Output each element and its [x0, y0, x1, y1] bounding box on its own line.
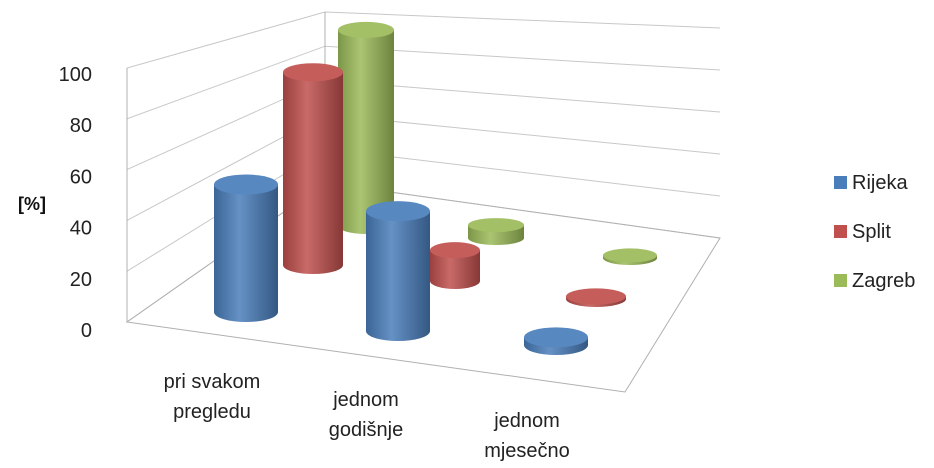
bar-rijeka-0 [214, 174, 278, 322]
bar-split-1 [430, 242, 480, 289]
category-label-line: godišnje [329, 419, 404, 441]
x-axis-categories: pri svakom pregledu jednom godišnje jednom mj… [164, 371, 570, 462]
legend-swatch [834, 225, 847, 238]
bar-rijeka-1 [366, 201, 430, 341]
gridline [126, 11, 721, 69]
bar-top [524, 327, 588, 348]
bar-top [338, 21, 394, 38]
chart-bars [214, 21, 657, 355]
category-label-line: jednom [332, 389, 399, 411]
bar-body [430, 250, 480, 289]
bar-body [366, 211, 430, 341]
y-tick-label: 20 [70, 269, 92, 291]
legend-label: Rijeka [852, 172, 908, 194]
bar-top [468, 218, 524, 233]
bar-zagreb-1 [468, 218, 524, 245]
legend-label: Zagreb [852, 270, 915, 292]
bar-top [430, 242, 480, 259]
legend: Rijeka Split Zagreb [834, 172, 915, 292]
category-label: jednom mjesečno [484, 410, 570, 462]
category-label: jednom godišnje [329, 389, 404, 441]
y-axis-ticks: 0 20 40 60 80 100 [59, 64, 92, 342]
category-label-line: pri svakom [164, 371, 261, 393]
bar-split-0 [283, 63, 343, 274]
y-tick-label: 60 [70, 166, 92, 188]
chart-gridlines [125, 11, 721, 393]
legend-swatch [834, 176, 847, 189]
y-tick-label: 0 [81, 320, 92, 342]
gridline [126, 79, 721, 171]
y-axis-title: [%] [18, 194, 46, 214]
category-label-line: pregledu [173, 401, 251, 423]
bar-top [566, 288, 626, 305]
bar-top [603, 248, 657, 263]
bar-top [214, 174, 278, 195]
y-tick-label: 100 [59, 64, 92, 86]
bar-zagreb-2 [603, 248, 657, 265]
bar-rijeka-2 [524, 327, 588, 355]
legend-label: Split [852, 221, 891, 243]
y-tick-label: 40 [70, 218, 92, 240]
category-label-line: mjesečno [484, 440, 570, 462]
bar-zagreb-0 [338, 21, 394, 235]
bar-body [214, 184, 278, 322]
bar-body [283, 72, 343, 274]
gridline [126, 45, 721, 120]
bar-body [338, 29, 394, 235]
bar-split-2 [566, 288, 626, 307]
bar-top [283, 63, 343, 82]
legend-swatch [834, 274, 847, 287]
y-tick-label: 80 [70, 115, 92, 137]
category-label-line: jednom [493, 410, 560, 432]
bar-top [366, 201, 430, 222]
category-label: pri svakom pregledu [164, 371, 261, 423]
